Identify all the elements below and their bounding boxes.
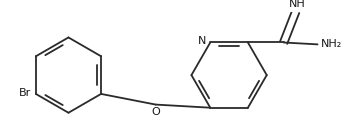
Text: O: O [151, 107, 160, 117]
Text: NH₂: NH₂ [321, 39, 342, 49]
Text: N: N [198, 36, 207, 46]
Text: Br: Br [18, 88, 31, 98]
Text: NH: NH [289, 0, 305, 9]
